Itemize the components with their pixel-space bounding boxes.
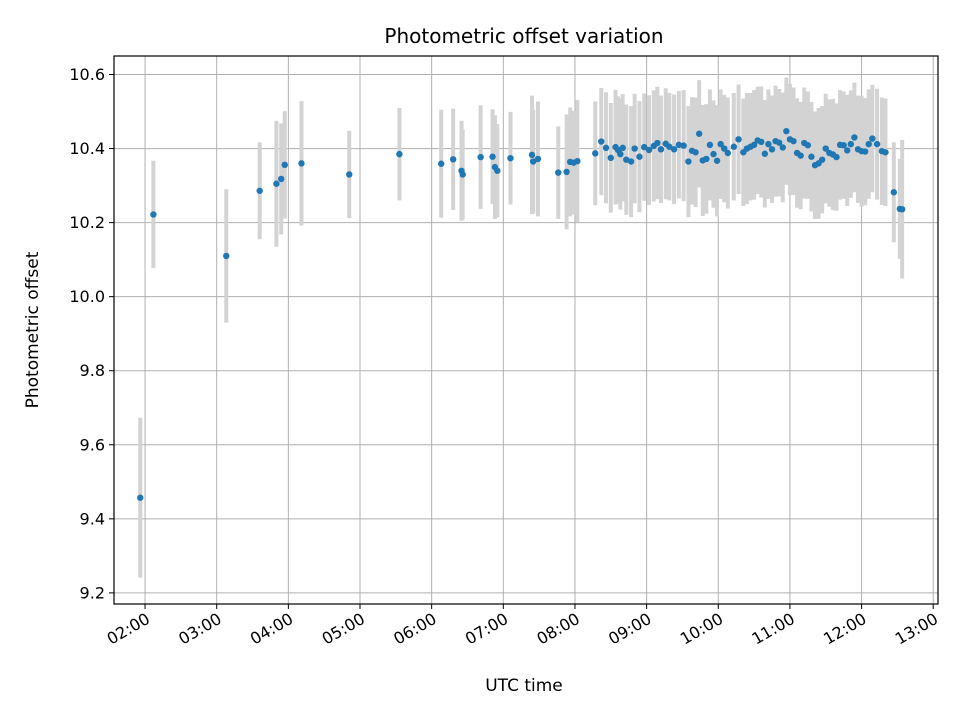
data-point [822,145,829,152]
data-point [528,151,536,159]
data-point [724,149,732,157]
data-point [298,160,305,167]
data-point [137,494,144,501]
data-point [721,145,728,152]
y-tick-label: 10.2 [69,213,105,232]
data-point [710,150,717,158]
data-point [675,141,683,149]
data-point [775,139,783,146]
data-point [598,138,605,145]
data-point [494,167,501,174]
data-point [223,252,230,260]
data-point [680,142,687,149]
data-point [529,158,537,165]
data-point [898,206,906,213]
chart-title: Photometric offset variation [384,24,663,48]
data-point [706,141,714,149]
data-point [574,157,581,165]
data-point [657,146,665,153]
data-point [730,143,737,150]
data-point [563,168,570,176]
data-point [396,150,403,158]
data-point [779,144,786,151]
data-point [150,211,157,218]
data-point [840,142,847,149]
data-point [346,171,353,178]
data-point [636,153,643,160]
y-tick-label: 10.0 [69,287,105,306]
data-point [641,143,648,151]
data-point [645,146,653,154]
data-point [449,156,457,163]
data-point [654,139,661,147]
data-point [619,144,626,152]
x-axis-label: UTC time [485,676,563,696]
y-axis-label: Photometric offset [23,251,43,408]
y-tick-label: 9.2 [80,583,105,602]
data-point [790,137,797,145]
data-point [818,156,826,163]
data-point [765,140,772,148]
data-point [882,149,889,156]
data-point [507,154,514,162]
data-point [873,140,881,148]
data-point [273,180,280,187]
data-point [477,153,484,161]
data-point [438,160,445,167]
data-point [607,154,614,162]
data-point [869,135,876,142]
data-point [851,134,858,141]
y-tick-label: 9.8 [80,361,105,380]
data-point [833,153,840,161]
data-point [685,158,692,165]
data-point [750,141,758,149]
data-point [256,187,263,194]
data-point [890,189,898,196]
data-point [695,130,703,137]
data-point [844,147,851,154]
data-point [617,150,624,158]
y-axis: 9.2 9.4 9.6 9.8 10.0 10.2 10.4 10.6 [69,65,114,602]
data-point [703,155,710,163]
data-point [692,149,699,156]
y-tick-label: 9.4 [80,509,105,528]
data-point [717,140,724,148]
data-point [808,153,815,160]
data-point [666,143,673,150]
data-point [602,144,610,152]
data-point [861,148,869,155]
data-point [804,142,812,149]
data-point [592,150,599,157]
data-point [783,127,790,135]
y-tick-label: 9.6 [80,435,105,454]
data-points [137,127,906,501]
data-point [713,157,721,164]
data-point [489,153,496,160]
data-point [735,136,742,143]
data-point [797,152,804,159]
data-point [277,175,285,183]
data-point [631,145,638,152]
data-point [281,161,288,169]
data-point [761,150,769,157]
plot-frame [113,55,939,605]
y-tick-label: 10.4 [69,139,105,158]
data-point [459,171,466,178]
data-point [534,155,542,163]
data-point [627,158,635,165]
data-point [670,146,678,153]
data-point [758,138,765,146]
data-point [847,140,855,148]
data-point [555,169,562,176]
data-point [865,140,872,148]
y-tick-label: 10.6 [69,65,105,84]
data-point [768,146,776,153]
